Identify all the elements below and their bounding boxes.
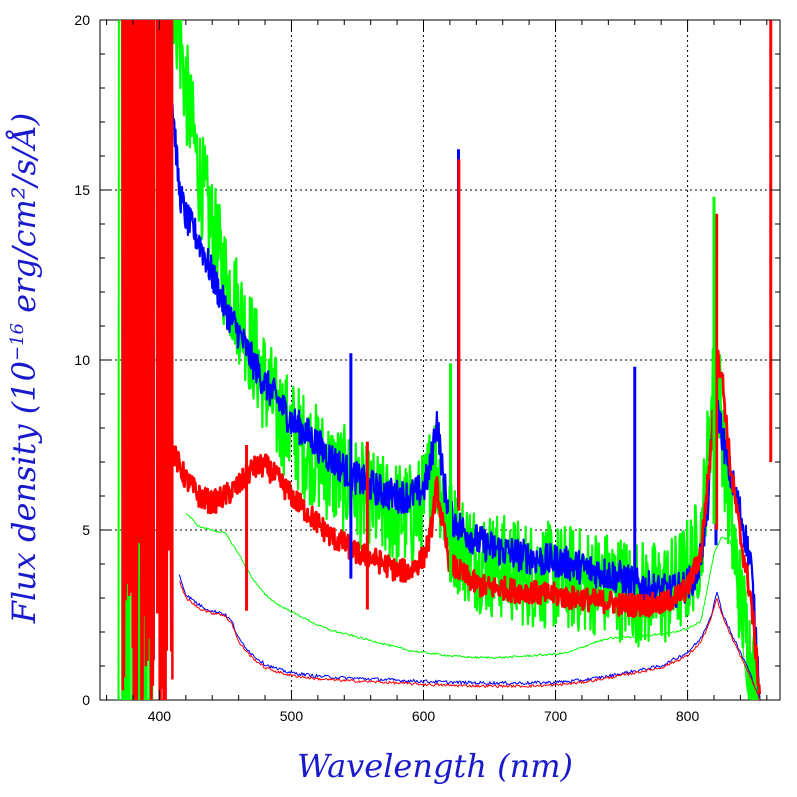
series-layer bbox=[117, 20, 773, 700]
series-line bbox=[185, 513, 760, 700]
x-tick-label: 700 bbox=[544, 708, 568, 724]
tick-labels: 400 500 600 700 800 0 5 10 15 20 bbox=[74, 12, 699, 724]
red-saturation-noise bbox=[121, 20, 174, 700]
y-axis-title-main: Flux density (10 bbox=[5, 361, 43, 624]
y-axis-title-exponent: −16 bbox=[7, 323, 28, 361]
x-tick-label: 500 bbox=[280, 708, 304, 724]
x-tick-label: 400 bbox=[148, 708, 172, 724]
y-tick-label: 10 bbox=[74, 352, 90, 368]
y-tick-label: 15 bbox=[74, 182, 90, 198]
series-line bbox=[169, 20, 761, 700]
y-tick-label: 20 bbox=[74, 12, 90, 28]
y-axis-title: Flux density (10−16 erg/cm²/s/Å) bbox=[5, 113, 43, 625]
y-axis-title-units: erg/cm²/s/Å) bbox=[5, 113, 43, 323]
y-tick-label: 5 bbox=[82, 522, 90, 538]
series-line bbox=[178, 581, 761, 700]
x-tick-label: 800 bbox=[676, 708, 700, 724]
y-tick-label: 0 bbox=[82, 692, 90, 708]
series-line bbox=[171, 349, 762, 695]
series-line bbox=[178, 574, 761, 700]
ticks bbox=[100, 19, 780, 701]
x-axis-title: Wavelength (nm) bbox=[297, 747, 573, 785]
x-tick-label: 600 bbox=[412, 708, 436, 724]
